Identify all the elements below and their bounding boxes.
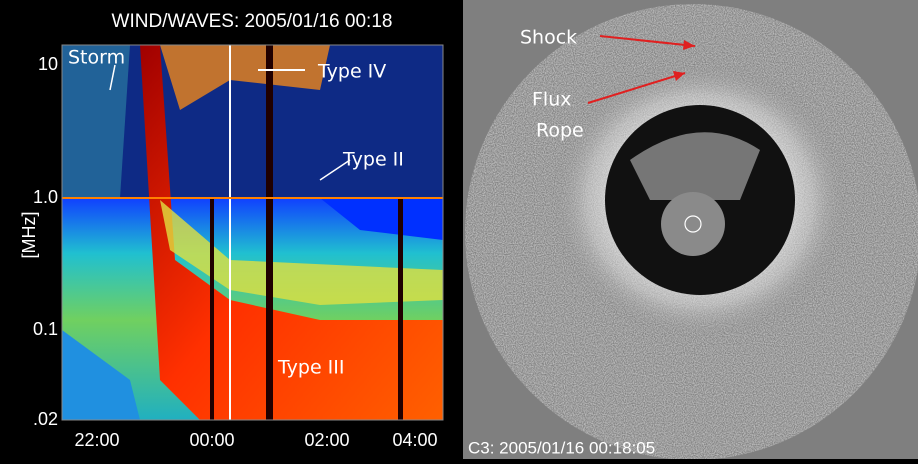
panel-title: WIND/WAVES: 2005/01/16 00:18: [112, 11, 393, 32]
annotation: Type IV: [317, 61, 386, 83]
plot-frame: [61, 44, 444, 421]
annotation: Rope: [536, 120, 584, 142]
x-tick-label: 02:00: [304, 430, 349, 450]
x-tick-label: 00:00: [189, 430, 234, 450]
y-tick-label: 10: [38, 54, 58, 74]
y-tick-label: .02: [33, 409, 58, 429]
x-tick-label: 04:00: [392, 430, 437, 450]
annotation: Shock: [520, 27, 577, 49]
y-axis-label: [MHz]: [19, 212, 39, 259]
spectrogram: [62, 45, 443, 420]
annotation: Type III: [277, 357, 345, 379]
y-tick-label: 1.0: [33, 187, 58, 207]
annotation: Storm: [68, 47, 125, 69]
annotation: Flux: [532, 89, 572, 111]
x-tick-label: 22:00: [74, 430, 119, 450]
y-tick-label: 0.1: [33, 319, 58, 339]
caption: C3: 2005/01/16 00:18:05: [468, 438, 655, 457]
annotation: Type II: [342, 149, 404, 171]
